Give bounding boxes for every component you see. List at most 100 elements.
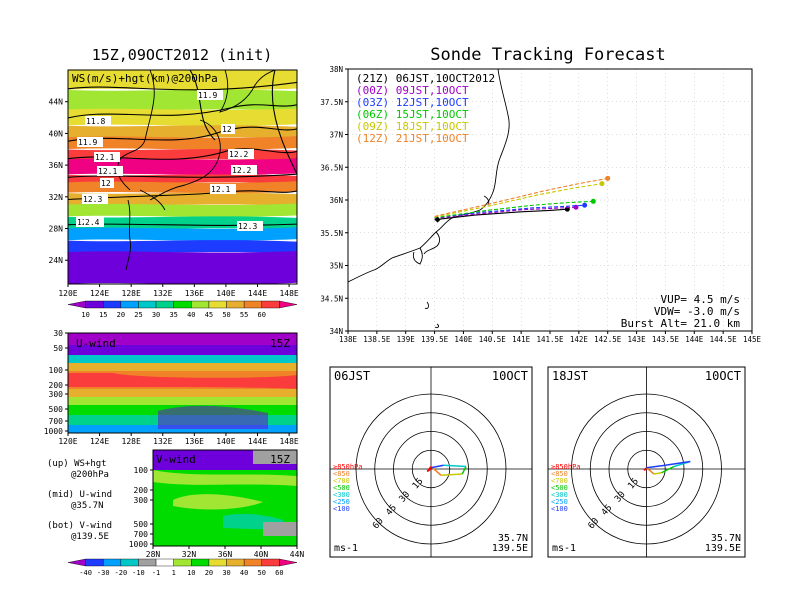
track-legend-entry: (03Z) 12JST,10OCT bbox=[356, 96, 469, 109]
track-panel: (21Z) 06JST,10OCT2012(00Z) 09JST,10OCT(0… bbox=[320, 65, 761, 344]
track-xtick-label: 142E bbox=[570, 335, 589, 344]
bottom-cbar-label: 50 bbox=[258, 569, 266, 577]
u-band bbox=[68, 363, 297, 371]
ws-band bbox=[68, 251, 297, 284]
polar-level-legend: <100 bbox=[333, 505, 350, 513]
ws-xtick-label: 136E bbox=[185, 289, 204, 298]
v-band bbox=[253, 450, 297, 464]
ws-cbar-swatch bbox=[191, 300, 210, 309]
polar-ring bbox=[589, 412, 704, 526]
ws-cbar-swatch bbox=[103, 300, 122, 309]
v-xtick-label: 32N bbox=[182, 550, 197, 559]
polar-level-legend: <700 bbox=[551, 477, 568, 485]
polar-level-legend: ≥850hPa bbox=[333, 463, 363, 471]
track-landing-point bbox=[599, 181, 605, 187]
v-band bbox=[153, 470, 297, 486]
bottom-cbar-swatch bbox=[191, 558, 210, 567]
polar-ring bbox=[393, 431, 469, 507]
contour-label-bg bbox=[97, 166, 123, 176]
u-xtick-label: 144E bbox=[248, 437, 267, 446]
ws-cbar-swatch bbox=[279, 300, 298, 309]
u-xtick-label: 140E bbox=[216, 437, 235, 446]
polar-level-legend: <850 bbox=[551, 470, 568, 478]
track-xtick-label: 142.5E bbox=[594, 335, 622, 344]
track-legend-entry: (00Z) 09JST,10OCT bbox=[356, 84, 469, 97]
v-xtick-label: 28N bbox=[146, 550, 161, 559]
bottom-colorbar: -40 -30 -20 -10 -1 1 10 20 30 40 50 60 bbox=[67, 558, 298, 577]
ws-xtick-label: 128E bbox=[122, 289, 141, 298]
track-burst: Burst Alt= 21.0 km bbox=[621, 317, 741, 330]
note-sub: @35.7N bbox=[71, 501, 104, 511]
ws-cbar-swatch bbox=[120, 300, 139, 309]
track-xtick-label: 138E bbox=[339, 335, 358, 344]
ws-band bbox=[68, 203, 297, 217]
contour-label: 12.1 bbox=[98, 167, 117, 176]
contour-label: 11.9 bbox=[198, 91, 217, 100]
track-xtick-label: 144E bbox=[685, 335, 704, 344]
v-ytick-label: 200 bbox=[134, 486, 149, 495]
u-ytick-label: 50 bbox=[53, 344, 63, 353]
u-band bbox=[68, 397, 297, 405]
ws-band bbox=[68, 181, 297, 194]
track-xtick-label: 141.5E bbox=[536, 335, 564, 344]
track-xtick-label: 141E bbox=[512, 335, 531, 344]
v-ytick-label: 1000 bbox=[129, 540, 148, 549]
u-band bbox=[68, 345, 297, 355]
v-ytick-label: 700 bbox=[134, 530, 149, 539]
bottom-cbar-label: -40 bbox=[79, 569, 92, 577]
hodograph-segment bbox=[653, 472, 662, 475]
track-vdw: VDW= -3.0 m/s bbox=[654, 305, 740, 318]
u-ytick-label: 1000 bbox=[44, 427, 63, 436]
bottom-cbar-label: -1 bbox=[152, 569, 160, 577]
polar-ring bbox=[627, 449, 666, 489]
track-xtick-label: 138.5E bbox=[363, 335, 391, 344]
track-ytick-label: 37.5N bbox=[320, 98, 343, 107]
left-title: 15Z,09OCT2012 (init) bbox=[92, 46, 273, 64]
v-ytick-label: 500 bbox=[134, 520, 149, 529]
contour-label-bg bbox=[77, 137, 103, 147]
ws-cbar-swatch bbox=[208, 300, 227, 309]
ws-band bbox=[68, 192, 297, 207]
contour-label-bg bbox=[231, 165, 257, 175]
hodograph-segment bbox=[661, 465, 675, 474]
u-xtick-label: 148E bbox=[279, 437, 298, 446]
bottom-cbar-swatch bbox=[279, 558, 298, 567]
bottom-cbar-swatch bbox=[208, 558, 227, 567]
track-legend-entry: (06Z) 15JST,10OCT bbox=[356, 108, 469, 121]
ws-cbar-label: 10 bbox=[81, 311, 89, 319]
track-ytick-label: 34N bbox=[329, 327, 343, 336]
contour-label: 12.3 bbox=[83, 195, 102, 204]
contour-label: 11.9 bbox=[78, 138, 97, 147]
note-line: (mid) U-wind bbox=[47, 490, 112, 500]
u-label: U-wind bbox=[76, 337, 116, 350]
hodograph-segment bbox=[461, 466, 467, 475]
note-sub: @200hPa bbox=[71, 470, 109, 480]
ws-cbar-swatch bbox=[67, 300, 86, 309]
hodograph-segment bbox=[646, 464, 666, 469]
bottom-cbar-swatch bbox=[67, 558, 86, 567]
ws-cbar-label: 50 bbox=[222, 311, 230, 319]
track-series-line bbox=[434, 206, 576, 219]
track-launch-marker bbox=[434, 216, 441, 223]
ws-cbar-label: 45 bbox=[205, 311, 213, 319]
contour-label: 12 bbox=[101, 179, 111, 188]
ws-cbar-swatch bbox=[243, 300, 262, 309]
contour-label: 12.2 bbox=[232, 166, 251, 175]
ws-cbar-swatch bbox=[226, 300, 245, 309]
contour-label-bg bbox=[85, 116, 111, 126]
ws-band bbox=[68, 108, 297, 126]
track-landing-point bbox=[582, 202, 588, 208]
v-label: V-wind bbox=[156, 453, 196, 466]
u-ytick-label: 700 bbox=[49, 417, 64, 426]
u-ytick-label: 300 bbox=[49, 390, 64, 399]
contour-label-bg bbox=[221, 124, 235, 134]
bottom-cbar-label: 40 bbox=[240, 569, 248, 577]
bottom-cbar-label: 30 bbox=[222, 569, 230, 577]
ws-band bbox=[68, 70, 297, 91]
u-xtick-label: 120E bbox=[58, 437, 77, 446]
polar-ring bbox=[355, 393, 507, 545]
ws-band bbox=[68, 240, 297, 254]
polar-ring bbox=[571, 393, 722, 545]
u-ytick-label: 30 bbox=[53, 329, 63, 338]
